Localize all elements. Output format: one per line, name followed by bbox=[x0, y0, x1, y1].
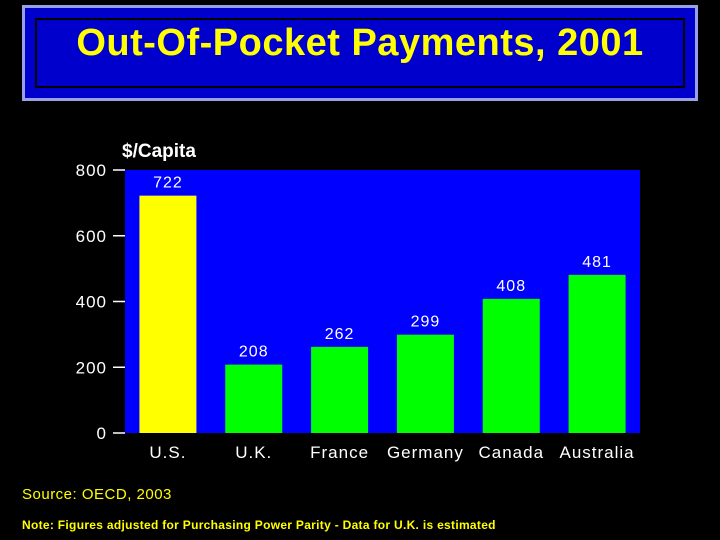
bar bbox=[396, 334, 454, 433]
y-tick-label: 600 bbox=[76, 227, 107, 246]
bar bbox=[568, 274, 626, 433]
data-label: 208 bbox=[239, 344, 269, 361]
x-tick-label: Australia bbox=[560, 443, 635, 462]
bar bbox=[482, 298, 540, 433]
plot-area bbox=[125, 170, 640, 433]
data-label: 722 bbox=[153, 175, 183, 192]
x-tick-label: U.S. bbox=[149, 443, 186, 462]
y-tick-label: 400 bbox=[76, 293, 107, 312]
note-text: Note: Figures adjusted for Purchasing Po… bbox=[22, 518, 496, 532]
y-tick-label: 0 bbox=[97, 424, 107, 443]
title-panel-inner-border bbox=[35, 18, 685, 88]
data-label: 262 bbox=[325, 326, 355, 343]
bar-chart: $/Capita 0 200 400 600 800 722 U.S. 208 U.K. 262 Fr… bbox=[76, 141, 640, 462]
bar bbox=[139, 195, 197, 433]
data-label: 481 bbox=[582, 254, 612, 271]
x-tick-label: U.K. bbox=[235, 443, 272, 462]
data-label: 408 bbox=[496, 278, 526, 295]
page-title: Out-Of-Pocket Payments, 2001 bbox=[76, 22, 644, 64]
x-tick-label: Canada bbox=[478, 443, 544, 462]
y-tick-label: 800 bbox=[76, 161, 107, 180]
source-text: Source: OECD, 2003 bbox=[22, 486, 172, 503]
y-tick-label: 200 bbox=[76, 358, 107, 377]
y-axis-label: $/Capita bbox=[122, 141, 196, 162]
x-tick-label: Germany bbox=[387, 443, 464, 462]
bar bbox=[311, 346, 369, 433]
data-label: 299 bbox=[411, 314, 441, 331]
bar bbox=[225, 364, 283, 433]
title-panel: Out-Of-Pocket Payments, 2001 bbox=[22, 5, 698, 101]
x-tick-label: France bbox=[310, 443, 369, 462]
